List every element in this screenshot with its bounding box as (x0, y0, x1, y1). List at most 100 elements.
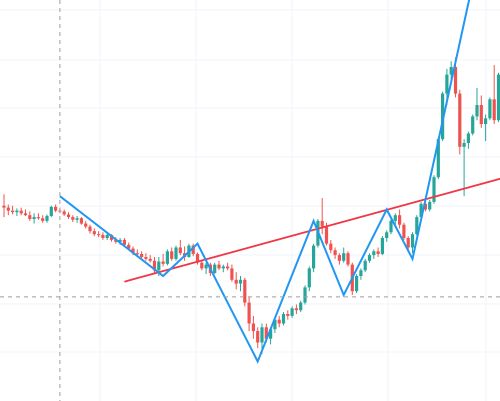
candle (294, 304, 298, 314)
candle (428, 200, 432, 212)
candle (359, 268, 363, 280)
candle-body (36, 217, 40, 219)
candle (484, 114, 488, 142)
candle (2, 194, 6, 218)
candle-body (23, 213, 28, 216)
candle-body (419, 203, 423, 218)
candle (458, 89, 462, 155)
candle-body (441, 93, 445, 140)
candle-body (2, 205, 6, 208)
candle-body (290, 308, 294, 316)
candle (204, 262, 208, 275)
candle-body (307, 268, 311, 288)
candle-body (75, 218, 79, 220)
candle-body (294, 308, 298, 311)
candle (385, 230, 389, 242)
candle (226, 262, 230, 271)
candle-body (273, 319, 277, 330)
candle (92, 228, 96, 237)
candle (105, 233, 109, 240)
candle-body (127, 244, 131, 249)
candle (492, 65, 496, 124)
candle (165, 249, 169, 266)
candles (2, 57, 500, 354)
candle (462, 139, 466, 197)
candle (367, 253, 372, 263)
candle (286, 310, 290, 320)
candle (19, 207, 23, 216)
candle (410, 232, 415, 254)
candle-body (88, 226, 92, 232)
candle-body (402, 224, 406, 238)
candle (97, 231, 101, 238)
candle-body (496, 74, 500, 121)
candle (6, 204, 10, 216)
candle-body (131, 248, 135, 254)
candle-body (62, 211, 66, 215)
candle-body (445, 74, 449, 94)
candle-body (346, 253, 350, 265)
candle-body (286, 314, 290, 316)
candle-body (152, 260, 157, 271)
candle (307, 266, 311, 292)
candle (466, 131, 470, 149)
trendline (124, 177, 500, 283)
candle (101, 232, 105, 240)
candle (45, 214, 49, 223)
candle-body (320, 220, 324, 227)
candle-body (367, 255, 372, 261)
candle (256, 327, 260, 349)
candle (32, 213, 36, 224)
candle-body (269, 329, 273, 339)
candle (398, 209, 402, 229)
candle (277, 315, 281, 328)
candle-body (329, 243, 333, 251)
candle-body (410, 234, 415, 248)
candle-body (479, 105, 483, 124)
candle (200, 260, 204, 271)
candle-body (458, 93, 462, 147)
candle-body (11, 210, 15, 213)
candle (488, 97, 492, 121)
candle-body (221, 266, 225, 269)
candle (49, 205, 53, 218)
candle-body (475, 105, 479, 117)
candle (161, 253, 165, 267)
candle (251, 315, 255, 339)
candle-body (28, 215, 32, 219)
candle (312, 243, 316, 273)
candle-body (32, 217, 36, 219)
candle-body (385, 232, 389, 238)
candle-body (45, 215, 49, 221)
candle-body (114, 239, 118, 242)
candle-body (406, 238, 410, 248)
candle (290, 306, 294, 318)
candle (363, 258, 367, 273)
candle-body (264, 327, 268, 339)
candle (213, 262, 217, 275)
candle-body (453, 67, 458, 94)
candle (441, 91, 445, 142)
candle (380, 236, 384, 256)
candle-body (15, 210, 19, 213)
candle (402, 222, 406, 240)
candle (329, 239, 333, 254)
candle-body (380, 238, 384, 254)
candle (346, 251, 350, 267)
candle (432, 175, 436, 204)
candle (337, 253, 341, 265)
candle-body (393, 215, 397, 221)
candle (36, 213, 40, 220)
candle (178, 239, 182, 256)
candle-body (389, 220, 393, 233)
candle-body (342, 253, 346, 261)
candle-body (92, 231, 96, 235)
candle-body (484, 118, 488, 124)
candle-body (84, 223, 88, 227)
candle (174, 245, 178, 261)
candle (71, 215, 75, 223)
